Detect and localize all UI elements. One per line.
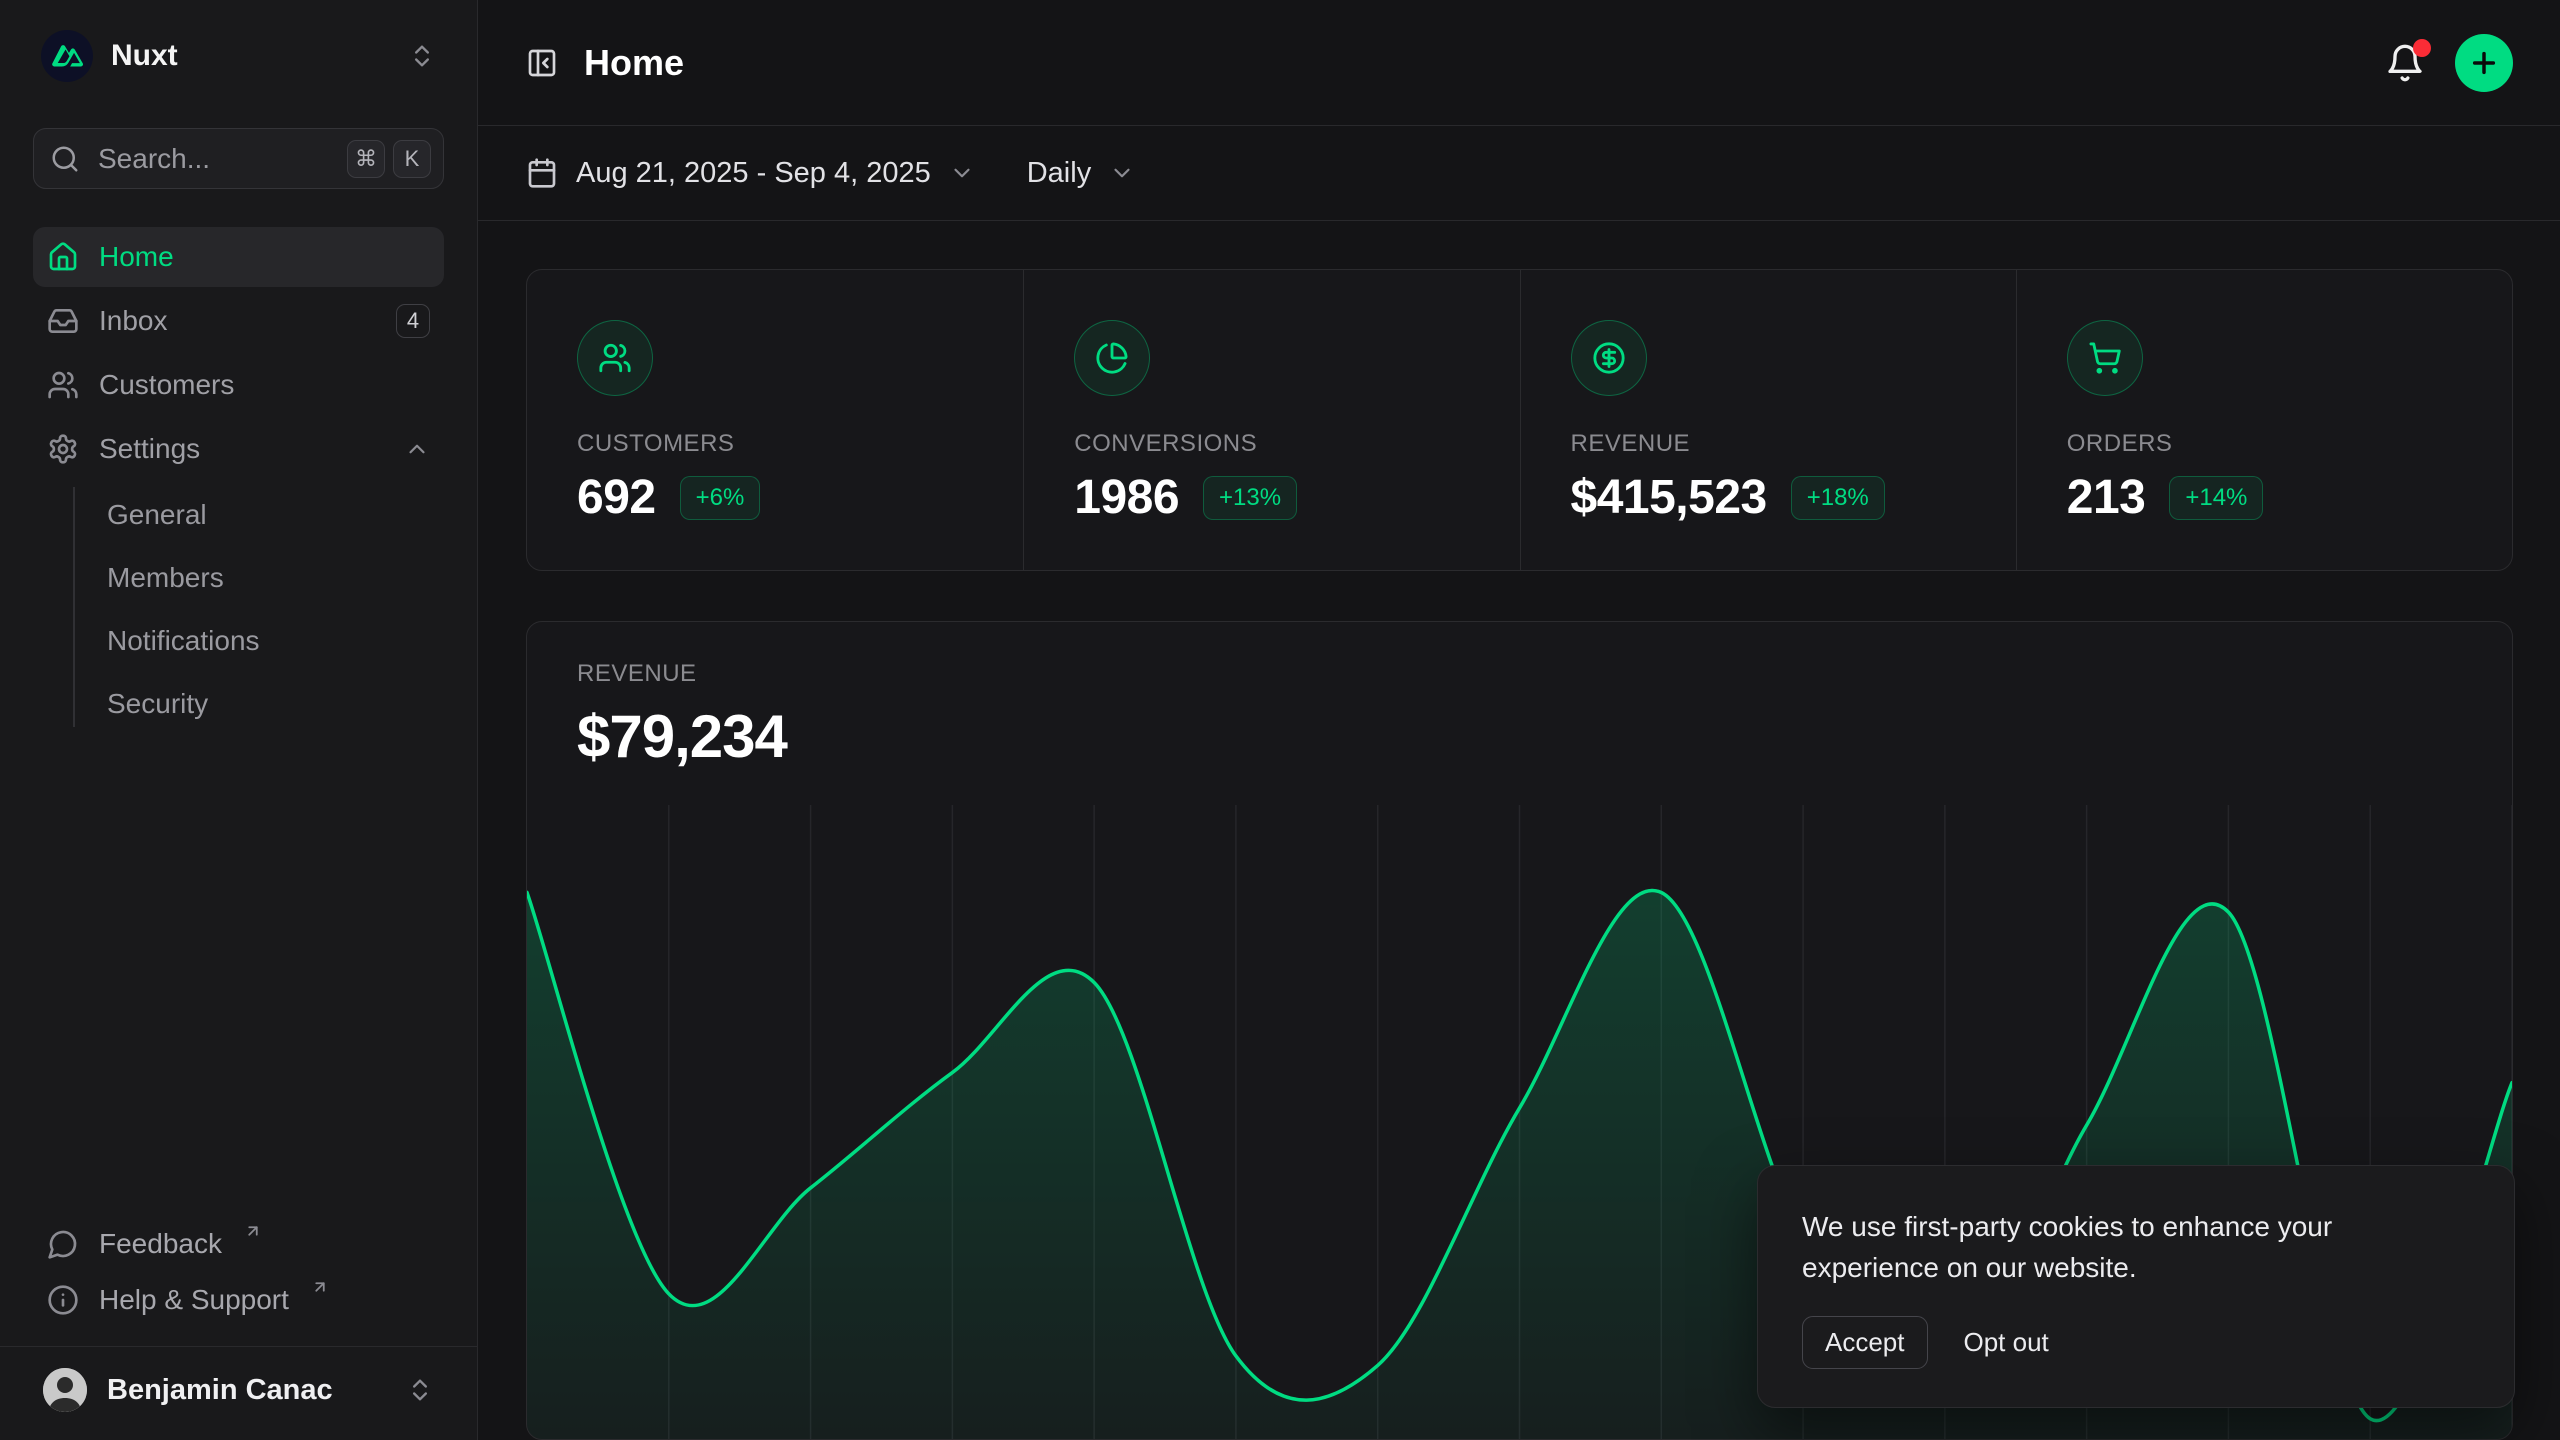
revenue-line (527, 888, 2512, 1423)
search-shortcut: ⌘ K (347, 139, 431, 178)
sidebar-nav: Home Inbox 4 Customers Settings Genera (33, 227, 444, 737)
message-circle-icon (47, 1228, 79, 1260)
workspace-switcher[interactable]: Nuxt (33, 26, 444, 86)
stat-card-conversions[interactable]: CONVERSIONS 1986 +13% (1023, 270, 1519, 570)
info-icon (47, 1284, 79, 1316)
sidebar-item-label: Inbox (99, 305, 168, 336)
stat-value: 692 (577, 471, 656, 524)
sidebar-item-general[interactable]: General (107, 498, 207, 530)
sidebar-divider (0, 1346, 477, 1347)
user-menu[interactable]: Benjamin Canac (33, 1361, 444, 1419)
chevrons-up-down-icon (408, 42, 436, 70)
sidebar-spacer (33, 737, 444, 1216)
chevrons-up-down-icon (406, 1376, 434, 1404)
period-select[interactable]: Daily (1027, 157, 1135, 190)
stat-delta-badge: +6% (679, 475, 761, 520)
house-icon (47, 241, 79, 273)
inbox-count-badge: 4 (396, 304, 430, 338)
stat-card-orders[interactable]: ORDERS 213 +14% (2015, 270, 2512, 570)
avatar (43, 1368, 87, 1412)
stat-card-revenue[interactable]: REVENUE $415,523 +18% (1519, 270, 2016, 570)
filters-toolbar: Aug 21, 2025 - Sep 4, 2025 Daily (478, 126, 2560, 221)
page-title: Home (584, 41, 685, 83)
sidebar-item-notifications[interactable]: Notifications (107, 624, 260, 656)
date-range-picker[interactable]: Aug 21, 2025 - Sep 4, 2025 (526, 157, 975, 190)
stat-label: ORDERS (2066, 430, 2173, 457)
revenue-chart-label: REVENUE (577, 660, 697, 687)
sidebar-item-inbox[interactable]: Inbox 4 (33, 291, 444, 351)
sidebar-item-label: Home (99, 241, 174, 272)
stat-delta-badge: +18% (1790, 475, 1885, 520)
stat-label: CONVERSIONS (1074, 430, 1258, 457)
revenue-chart-value: $79,234 (577, 703, 788, 770)
main-area: Home Aug 21, 2025 - Sep 4, 2025 Daily (478, 0, 2560, 1440)
shopping-cart-icon (2066, 320, 2143, 396)
add-button[interactable] (2455, 33, 2513, 92)
sidebar-item-label: Settings (99, 433, 201, 464)
cookie-message: We use first-party cookies to enhance yo… (1802, 1211, 2333, 1283)
external-link-icon (244, 1222, 262, 1240)
sidebar: Nuxt Search... ⌘ K Home Inbox 4 (0, 0, 478, 1440)
sidebar-item-settings[interactable]: Settings (33, 419, 444, 479)
pie-chart-icon (1074, 320, 1151, 396)
help-support-link[interactable]: Help & Support (33, 1272, 444, 1328)
bell-icon (2388, 44, 2422, 81)
user-name: Benjamin Canac (107, 1373, 333, 1406)
users-icon (47, 369, 79, 401)
stat-delta-badge: +13% (1203, 475, 1298, 520)
circle-dollar-icon (1570, 320, 1647, 396)
sidebar-item-members[interactable]: Members (107, 561, 224, 593)
search-input[interactable]: Search... ⌘ K (33, 128, 444, 189)
panel-left-close-icon (528, 49, 556, 76)
topbar: Home (478, 0, 2560, 126)
sidebar-item-label: Customers (99, 369, 235, 400)
stat-label: CUSTOMERS (577, 430, 735, 457)
stat-value: $415,523 (1570, 471, 1768, 524)
gear-icon (47, 433, 79, 465)
stat-value: 213 (2066, 471, 2146, 524)
external-link-icon (311, 1278, 329, 1296)
feedback-link[interactable]: Feedback (33, 1216, 444, 1272)
search-placeholder: Search... (98, 142, 211, 174)
sidebar-item-security[interactable]: Security (107, 687, 209, 719)
date-range-value: Aug 21, 2025 - Sep 4, 2025 (576, 156, 931, 189)
cookie-banner: We use first-party cookies to enhance yo… (1757, 1165, 2515, 1408)
notification-dot (2413, 38, 2431, 57)
sidebar-item-home[interactable]: Home (33, 227, 444, 287)
chevron-up-icon (404, 436, 430, 462)
optout-cookies-button[interactable]: Opt out (1963, 1327, 2049, 1357)
search-icon (50, 144, 80, 174)
kbd-k: K (393, 139, 431, 178)
settings-subnav: General Members Notifications Security (33, 483, 444, 735)
sidebar-item-customers[interactable]: Customers (33, 355, 444, 415)
chevron-down-icon (949, 160, 975, 186)
feedback-label: Feedback (99, 1228, 222, 1259)
calendar-icon (526, 157, 558, 189)
inbox-icon (47, 305, 79, 337)
help-support-label: Help & Support (99, 1284, 289, 1315)
nuxt-logo-icon (41, 30, 93, 82)
stat-label: REVENUE (1570, 430, 1691, 457)
chevron-down-icon (1109, 160, 1135, 186)
notifications-button[interactable] (2385, 38, 2431, 83)
plus-icon (2472, 51, 2496, 74)
workspace-name: Nuxt (111, 39, 178, 72)
collapse-sidebar-button[interactable] (526, 47, 558, 79)
users-icon (577, 320, 653, 396)
stat-card-customers[interactable]: CUSTOMERS 692 +6% (527, 270, 1023, 570)
stat-value: 1986 (1074, 471, 1180, 524)
period-value: Daily (1026, 156, 1092, 189)
accept-cookies-button[interactable]: Accept (1802, 1316, 1928, 1369)
kbd-command: ⌘ (347, 139, 385, 178)
stats-panel: CUSTOMERS 692 +6% CONVERSIONS 1986 +13% (526, 269, 2513, 571)
stat-delta-badge: +14% (2169, 475, 2264, 520)
